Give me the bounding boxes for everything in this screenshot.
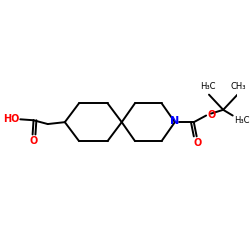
Text: H₃C: H₃C bbox=[200, 82, 216, 91]
Text: H₃C: H₃C bbox=[234, 116, 250, 126]
Text: O: O bbox=[207, 110, 215, 120]
Text: O: O bbox=[193, 138, 201, 148]
Text: O: O bbox=[30, 136, 38, 146]
Text: HO: HO bbox=[3, 114, 19, 124]
Text: N: N bbox=[170, 116, 179, 126]
Text: CH₃: CH₃ bbox=[231, 82, 246, 91]
